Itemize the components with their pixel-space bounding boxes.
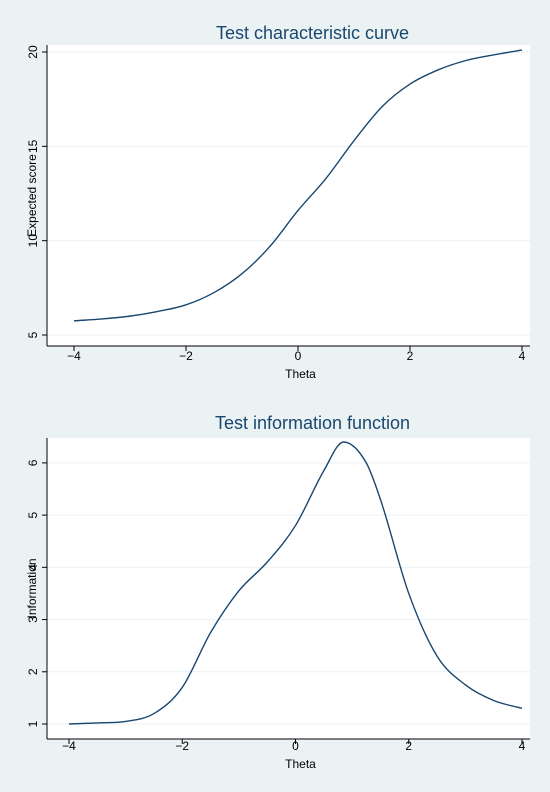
y-tick-label: 1 (26, 720, 40, 727)
y-tick-label: 2 (26, 668, 40, 675)
x-tick-label: −4 (67, 349, 81, 363)
x-tick-label: 4 (519, 349, 526, 363)
plot-area (47, 438, 530, 739)
y-tick-label: 6 (26, 459, 40, 466)
chart-title: Test characteristic curve (216, 23, 409, 43)
y-tick-label: 15 (26, 139, 40, 153)
y-tick-label: 5 (26, 331, 40, 338)
series-line (73, 49, 523, 322)
y-axis-title: Information (25, 558, 39, 618)
x-tick-label: 0 (295, 349, 302, 363)
x-tick-label: 2 (405, 739, 412, 753)
x-tick-label: 2 (407, 349, 414, 363)
plot-area (47, 45, 530, 346)
x-tick-label: −4 (62, 739, 76, 753)
x-tick-label: 0 (292, 739, 299, 753)
x-tick-label: −2 (179, 349, 193, 363)
x-tick-label: −2 (175, 739, 189, 753)
y-axis-title: Expected score (25, 154, 39, 237)
x-axis-title: Theta (285, 367, 316, 381)
x-axis-title: Theta (285, 757, 316, 771)
x-tick-label: 4 (519, 739, 526, 753)
y-tick-label: 4 (26, 564, 40, 571)
y-tick-label: 3 (26, 616, 40, 623)
chart-test-characteristic-curve: Test characteristic curve 5 10 15 20 −4 −2 0 2 4 T… (25, 23, 530, 381)
y-tick-label: 5 (26, 511, 40, 518)
chart-test-information-function: Test information function 1 2 3 4 5 6 −4 −2 0 2 4 Th… (25, 413, 530, 771)
chart-title: Test information function (215, 413, 410, 433)
y-tick-label: 20 (26, 45, 40, 59)
y-tick-label: 10 (26, 234, 40, 248)
series-line (68, 441, 523, 725)
